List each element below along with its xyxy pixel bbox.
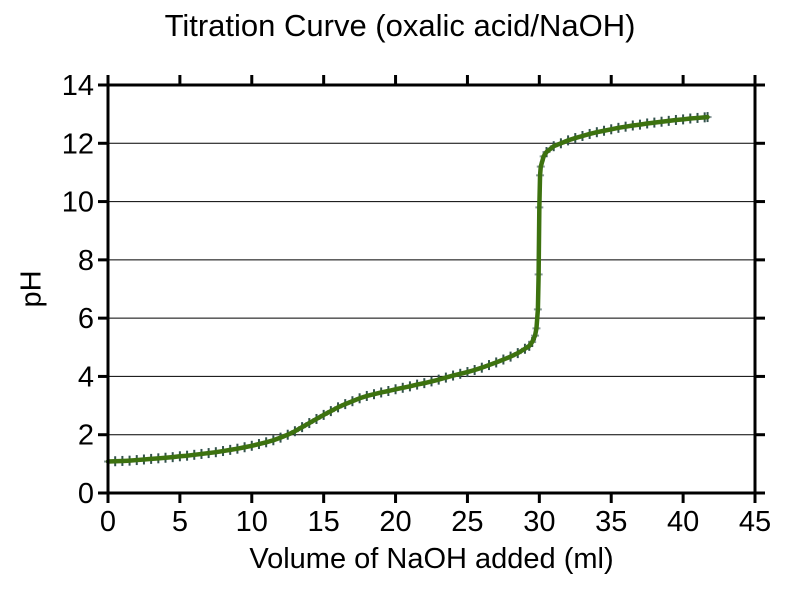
y-axis-label: pH xyxy=(15,270,48,308)
y-tick-label: 4 xyxy=(78,361,94,393)
x-tick-label: 35 xyxy=(595,506,627,538)
y-tick-label: 6 xyxy=(78,303,94,335)
x-tick-label: 20 xyxy=(379,506,411,538)
x-tick-label: 5 xyxy=(172,506,188,538)
data-point-markers xyxy=(104,112,712,467)
titration-curve-line xyxy=(105,114,710,464)
x-axis-label: Volume of NaOH added (ml) xyxy=(249,543,614,575)
x-tick-label: 0 xyxy=(100,506,116,538)
x-tick-label: 45 xyxy=(739,506,771,538)
y-tick-label: 2 xyxy=(78,420,94,452)
y-tick-label: 12 xyxy=(62,128,94,160)
x-tick-label: 25 xyxy=(451,506,483,538)
tick-labels: 0 5 10 15 20 25 30 35 40 45 0 2 4 6 8 10 12 14 xyxy=(62,70,771,538)
x-tick-label: 30 xyxy=(523,506,555,538)
y-tick-label: 14 xyxy=(62,70,94,102)
axis-ticks xyxy=(98,75,765,503)
plot-border xyxy=(106,83,757,495)
x-tick-label: 10 xyxy=(236,506,268,538)
x-tick-label: 40 xyxy=(667,506,699,538)
y-tick-label: 0 xyxy=(78,478,94,510)
chart-title: Titration Curve (oxalic acid/NaOH) xyxy=(164,8,636,43)
gridlines xyxy=(108,142,755,436)
x-tick-label: 15 xyxy=(308,506,340,538)
y-tick-label: 8 xyxy=(78,245,94,277)
y-tick-label: 10 xyxy=(62,187,94,219)
